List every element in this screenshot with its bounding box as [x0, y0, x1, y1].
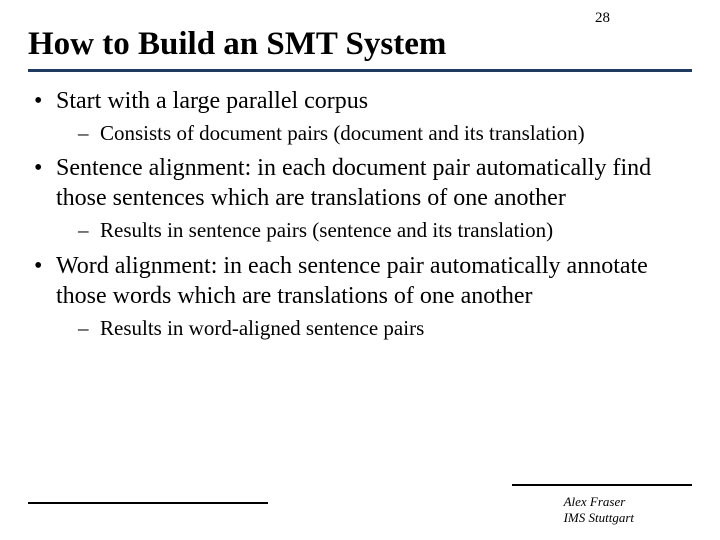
footer-rule-left [28, 502, 268, 504]
sub-list: Results in sentence pairs (sentence and … [56, 217, 692, 244]
footer-author: Alex Fraser [564, 494, 634, 510]
bullet-text: Start with a large parallel corpus [56, 88, 368, 114]
footer-text: Alex Fraser IMS Stuttgart [564, 494, 634, 527]
footer-rule-right [512, 484, 692, 486]
content-area: Start with a large parallel corpus Consi… [28, 86, 692, 342]
sub-bullet-item: Results in sentence pairs (sentence and … [56, 217, 692, 244]
bullet-item: Word alignment: in each sentence pair au… [32, 251, 692, 342]
bullet-text: Sentence alignment: in each document pai… [56, 155, 651, 211]
sub-list: Consists of document pairs (document and… [56, 120, 692, 147]
sub-bullet-item: Results in word-aligned sentence pairs [56, 315, 692, 342]
slide: 28 How to Build an SMT System Start with… [0, 0, 720, 540]
bullet-text: Word alignment: in each sentence pair au… [56, 253, 648, 309]
slide-title: How to Build an SMT System [28, 26, 692, 63]
page-number: 28 [595, 10, 610, 27]
bullet-item: Sentence alignment: in each document pai… [32, 153, 692, 244]
bullet-list: Start with a large parallel corpus Consi… [32, 86, 692, 342]
footer-affiliation: IMS Stuttgart [564, 510, 634, 526]
sub-bullet-item: Consists of document pairs (document and… [56, 120, 692, 147]
title-rule [28, 69, 692, 72]
bullet-item: Start with a large parallel corpus Consi… [32, 86, 692, 147]
sub-list: Results in word-aligned sentence pairs [56, 315, 692, 342]
